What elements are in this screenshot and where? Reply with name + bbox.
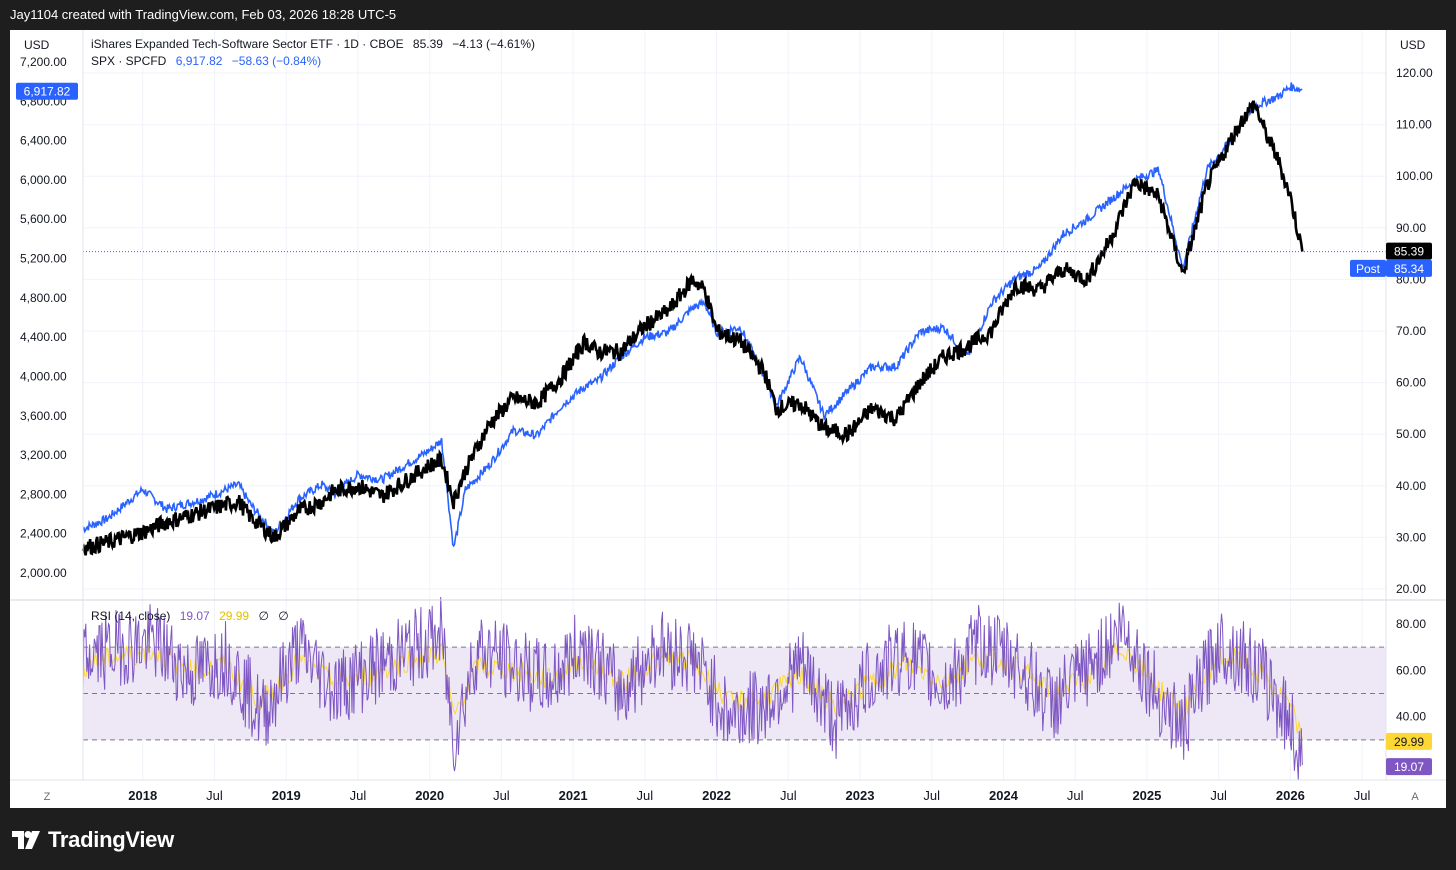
left-axis-tick: 6,000.00 (20, 173, 67, 187)
compare-series-price: 6,917.82 (175, 54, 223, 68)
post-label-badge-bg (1350, 259, 1386, 277)
igv-series-line (81, 100, 1304, 556)
rsi-axis-tick: 40.00 (1396, 710, 1426, 724)
post-price-badge: 85.34 (1386, 259, 1432, 277)
right-axis-tick: 120.00 (1396, 66, 1433, 80)
spx-price-badge-bg (16, 82, 78, 100)
chart-frame[interactable]: 20.00 30.00 40.00 50.00 60.00 70.00 80.00 90.00… (10, 30, 1446, 808)
rsi-badge-text: 19.07 (1394, 760, 1424, 774)
main-legend[interactable]: iShares Expanded Tech-Software Sector ET… (91, 37, 535, 51)
post-label-badge-text: Post (1356, 262, 1381, 276)
post-price-badge-text: 85.34 (1394, 262, 1424, 276)
x-axis-tick: 2018 (128, 788, 157, 803)
right-axis-tick: 30.00 (1396, 530, 1426, 544)
main-series-price: 85.39 (412, 37, 443, 51)
x-axis-tick: 2023 (846, 788, 875, 803)
rsi-value: 19.07 (179, 609, 210, 623)
x-axis-tick: Jul (1067, 788, 1084, 803)
right-axis-tick: 40.00 (1396, 479, 1426, 493)
x-axis-tick: 2025 (1132, 788, 1161, 803)
main-series-change: −4.13 (−4.61%) (452, 37, 536, 51)
right-axis-tick: 110.00 (1396, 118, 1432, 132)
rsi-title: RSI (14, close) (91, 609, 171, 623)
rsi-legend[interactable]: RSI (14, close) 19.07 29.99 ∅ ∅ (91, 609, 289, 623)
x-axis-tick: 2026 (1276, 788, 1305, 803)
left-axis-tick: 6,400.00 (20, 134, 67, 148)
rsi-na-1: ∅ (258, 609, 269, 623)
main-series-title: iShares Expanded Tech-Software Sector ET… (91, 37, 404, 51)
left-axis-tick: 4,000.00 (20, 369, 67, 383)
post-label-badge: Post (1350, 259, 1386, 277)
last-price-badge: 85.39 (1386, 242, 1432, 260)
left-axis-tick: 2,400.00 (20, 527, 67, 541)
tradingview-logo-text: TradingView (48, 827, 174, 852)
x-axis-tick: 2020 (415, 788, 444, 803)
x-axis-tick: 2024 (989, 788, 1019, 803)
series-layer (81, 82, 1386, 781)
right-axis-tick: 70.00 (1396, 324, 1426, 338)
left-axis-tick: 5,600.00 (20, 212, 67, 226)
left-axis-tick: 5,200.00 (20, 252, 67, 266)
left-axis-tick: 2,000.00 (20, 566, 67, 580)
rsi-axis-tick: 60.00 (1396, 663, 1426, 677)
x-axis-tick: Jul (637, 788, 654, 803)
rsi-axis-tick: 80.00 (1396, 617, 1426, 631)
x-axis-tick: Jul (350, 788, 367, 803)
x-axis-tick: Jul (206, 788, 223, 803)
left-axis-tick: 3,200.00 (20, 448, 67, 462)
chart-canvas[interactable]: 20.00 30.00 40.00 50.00 60.00 70.00 80.00 90.00… (10, 30, 1446, 808)
rsi-ma-value: 29.99 (219, 609, 250, 623)
axis-layer: 20.00 30.00 40.00 50.00 60.00 70.00 80.00 90.00… (10, 30, 1446, 803)
rsi-guide-lines (83, 646, 1386, 741)
corner-a-button: A (1411, 791, 1419, 803)
rsi-ma-badge-text: 29.99 (1394, 735, 1424, 749)
right-axis-tick: 50.00 (1396, 427, 1426, 441)
x-axis-tick: Jul (923, 788, 940, 803)
rsi-na-2: ∅ (278, 609, 289, 623)
rsi-ma-badge: 29.99 (1386, 732, 1432, 750)
left-axis-unit[interactable]: USD (24, 38, 50, 52)
left-axis-tick: 4,400.00 (20, 330, 67, 344)
rsi-ma-badge-bg (1386, 732, 1432, 750)
badge-layer: 6,917.82 85.39 Post 85.34 29.99 19.07 (16, 82, 1432, 776)
right-axis-unit[interactable]: USD (1400, 38, 1426, 52)
spx-price-badge-text: 6,917.82 (24, 85, 71, 99)
tradingview-logo[interactable]: TradingView (12, 826, 174, 854)
right-axis-tick: 60.00 (1396, 376, 1426, 390)
left-axis-tick: 3,600.00 (20, 409, 67, 423)
compare-series-change: −58.63 (−0.84%) (231, 54, 322, 68)
rsi-badge: 19.07 (1386, 758, 1432, 776)
tradingview-logo-icon (12, 831, 40, 849)
x-axis-tick: 2021 (559, 788, 588, 803)
rsi-badge-bg (1386, 758, 1432, 776)
x-axis-tick: Jul (1210, 788, 1227, 803)
x-axis-tick: 2022 (702, 788, 731, 803)
post-price-badge-bg (1386, 259, 1432, 277)
corner-z-button: Z (44, 791, 51, 803)
caption-text: Jay1104 created with TradingView.com, Fe… (10, 7, 397, 22)
spx-series-line (82, 82, 1303, 548)
right-axis-tick: 20.00 (1396, 582, 1426, 596)
left-axis-tick: 2,800.00 (20, 487, 67, 501)
brand-bar: TradingView (0, 808, 1456, 870)
x-axis-tick: Jul (493, 788, 510, 803)
x-axis-tick: Jul (1354, 788, 1371, 803)
last-price-badge-bg (1386, 242, 1432, 260)
caption-bar: Jay1104 created with TradingView.com, Fe… (0, 0, 1456, 30)
spx-price-badge: 6,917.82 (16, 82, 78, 100)
last-price-badge-text: 85.39 (1394, 245, 1424, 259)
left-axis-tick: 7,200.00 (20, 55, 67, 69)
compare-legend[interactable]: SPX · SPCFD 6,917.82 −58.63 (−0.84%) (91, 54, 321, 68)
left-axis-tick: 4,800.00 (20, 291, 67, 305)
rsi-line (82, 596, 1303, 781)
compare-series-title: SPX · SPCFD (91, 54, 167, 68)
right-axis-tick: 100.00 (1396, 169, 1433, 183)
x-axis-tick: Jul (780, 788, 797, 803)
x-axis-tick: 2019 (272, 788, 301, 803)
right-axis-tick: 90.00 (1396, 221, 1426, 235)
